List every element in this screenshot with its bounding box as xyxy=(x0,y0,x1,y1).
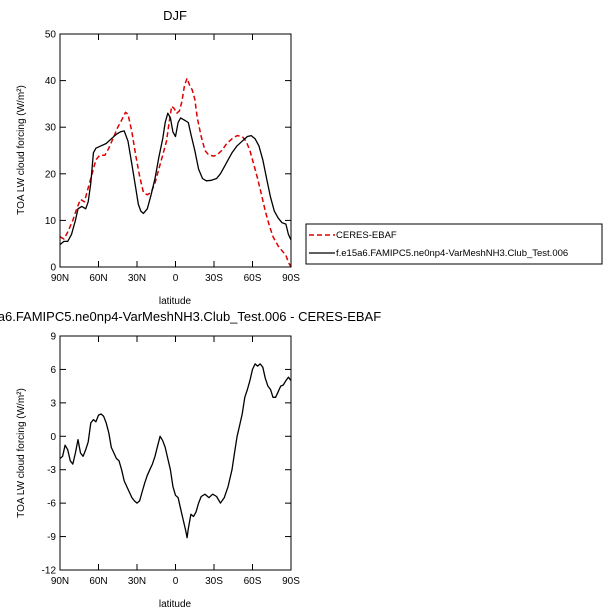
y-tick-label: 3 xyxy=(50,398,56,409)
x-tick-label: 90S xyxy=(282,273,300,284)
y-tick-label: 6 xyxy=(50,365,56,376)
x-tick-label: 90N xyxy=(51,273,69,284)
top-x-axis-label: latitude xyxy=(159,296,192,307)
x-tick-label: 30N xyxy=(128,576,146,587)
legend-label-ceres: CERES-EBAF xyxy=(336,230,397,241)
bottom-plot-frame xyxy=(59,335,292,571)
y-tick-label: -12 xyxy=(42,566,57,577)
x-tick-label: 90N xyxy=(51,576,69,587)
bottom-chart-title: f.e15a6.FAMIPC5.ne0np4-VarMeshNH3.Club_T… xyxy=(0,309,381,324)
y-tick-label: -9 xyxy=(47,532,56,543)
bottom-y-axis-label: TOA LW cloud forcing (W/m²) xyxy=(16,388,27,518)
y-tick-label: 10 xyxy=(45,216,57,227)
top-series-group xyxy=(59,77,292,268)
legend: CERES-EBAF f.e15a6.FAMIPC5.ne0np4-VarMes… xyxy=(305,223,603,265)
x-tick-label: 30S xyxy=(205,576,223,587)
series-line-1-0 xyxy=(59,363,292,539)
top-y-axis-label: TOA LW cloud forcing (W/m²) xyxy=(16,85,27,215)
y-tick-label: -6 xyxy=(47,499,56,510)
top-plot-frame xyxy=(59,33,292,268)
y-tick-label: 40 xyxy=(45,76,57,87)
y-tick-label: 50 xyxy=(45,30,57,41)
x-tick-label: 30N xyxy=(128,273,146,284)
bottom-axes: 90N 60N 30N 0 30S 60S 90S -12 -9 -6 -3 0 3 6 9 xyxy=(42,332,301,588)
bottom-x-axis-label: latitude xyxy=(159,599,192,610)
legend-box xyxy=(305,223,603,265)
x-tick-label: 60N xyxy=(89,576,107,587)
x-tick-label: 30S xyxy=(205,273,223,284)
x-tick-label: 0 xyxy=(173,576,179,587)
y-tick-label: 30 xyxy=(45,123,57,134)
bottom-panel: f.e15a6.FAMIPC5.ne0np4-VarMeshNH3.Club_T… xyxy=(0,309,381,610)
y-tick-label: 9 xyxy=(50,332,56,343)
y-tick-label: 0 xyxy=(50,432,56,443)
y-tick-label: 0 xyxy=(50,263,56,274)
x-tick-label: 60S xyxy=(244,576,262,587)
y-tick-label: -3 xyxy=(47,465,56,476)
x-tick-label: 60N xyxy=(89,273,107,284)
x-tick-label: 90S xyxy=(282,576,300,587)
series-line-0-1 xyxy=(59,112,292,246)
legend-label-model: f.e15a6.FAMIPC5.ne0np4-VarMeshNH3.Club_T… xyxy=(336,248,568,259)
y-tick-label: 20 xyxy=(45,169,57,180)
bottom-series-group xyxy=(59,363,292,539)
x-tick-label: 60S xyxy=(244,273,262,284)
series-line-0-0 xyxy=(59,77,292,268)
x-tick-label: 0 xyxy=(173,273,179,284)
top-chart-title: DJF xyxy=(163,8,187,23)
top-axes: 90N 60N 30N 0 30S 60S 90S 0 10 20 30 40 50 xyxy=(45,30,300,285)
top-panel: DJF 90N 60N 30N 0 30S 60S 90S 0 10 20 30 40 50 latit… xyxy=(16,8,300,307)
